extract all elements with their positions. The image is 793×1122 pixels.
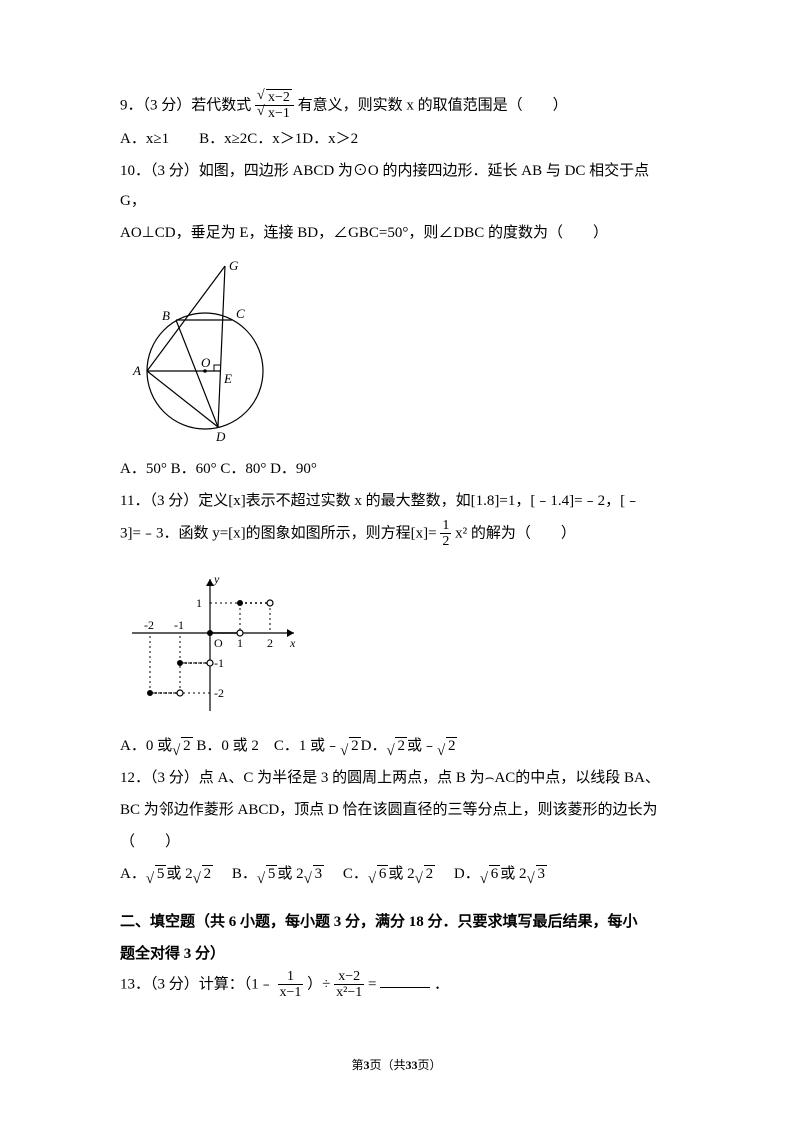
q12b-mid: 或 2	[277, 866, 303, 882]
q11-half: 1 2	[440, 518, 451, 550]
svg-text:E: E	[223, 371, 232, 386]
q13-f1-num: 1	[278, 969, 304, 985]
q11-optc-val: 2	[349, 737, 361, 754]
q11-line1: 11．（3 分）定义[x]表示不超过实数 x 的最大整数，如[1.8]=1，[﹣…	[120, 486, 673, 516]
q12b-pre: B．	[217, 866, 257, 882]
q9-frac-den: x−1	[266, 105, 292, 121]
q12a-v2: 2	[202, 865, 214, 882]
q10-line1: 10．（3 分）如图，四边形 ABCD 为⊙O 的内接四边形．延长 AB 与 D…	[120, 156, 673, 216]
svg-text:-1: -1	[174, 618, 184, 632]
q11-options: A．0 或2 B．0 或 2 C．1 或﹣2D．2或﹣2	[120, 731, 673, 761]
q13-f1-den: x−1	[278, 985, 304, 1000]
svg-text:G: G	[229, 258, 239, 273]
q13-f2: x−2 x²−1	[334, 969, 364, 1001]
section2-title: 二、填空题（共 6 小题，每小题 3 分，满分 18 分．只要求填写最后结果，每…	[120, 907, 673, 937]
footer-mid: 页（共	[369, 1058, 405, 1072]
q9-options: A．x≥1 B．x≥2C．x＞1D．x＞2	[120, 124, 673, 154]
q11-optd-v1: 2	[395, 737, 407, 754]
q12c-pre: C．	[328, 866, 368, 882]
svg-text:A: A	[132, 363, 141, 378]
q11-figure: yxO121-1-2-1-2	[120, 558, 673, 723]
q12d-mid: 或 2	[500, 866, 526, 882]
q13-f1: 1 x−1	[278, 969, 304, 1001]
q12d-pre: D．	[439, 866, 480, 882]
q12c-mid: 或 2	[388, 866, 414, 882]
q12a-mid: 或 2	[166, 866, 192, 882]
q11-optd-pre: D．	[361, 738, 387, 754]
q12a-v1: 5	[155, 865, 167, 882]
q12b-v2: 3	[313, 865, 325, 882]
q13-blank	[380, 974, 430, 988]
footer-pre: 第	[351, 1058, 363, 1072]
q13-f2-num: x−2	[334, 969, 364, 985]
q12-line3: （ ）	[120, 827, 673, 857]
q9-line1: 9．（3 分）若代数式 x−2 x−1 有意义，则实数 x 的取值范围是（ ）	[120, 90, 673, 122]
svg-text:1: 1	[237, 636, 243, 650]
q13-line: 13．（3 分）计算：（1﹣ 1 x−1 ）÷ x−2 x²−1 = ．	[120, 969, 673, 1001]
q11-optd-v2: 2	[446, 737, 458, 754]
q9-fraction: x−2 x−1	[255, 90, 294, 122]
q13-post: =	[368, 976, 376, 992]
q10-line2: AO⊥CD，垂足为 E，连接 BD，∠GBC=50°，则∠DBC 的度数为（ ）	[120, 218, 673, 248]
q11-l2-pre: 3]=﹣3．函数 y=[x]的图象如图所示，则方程[x]=	[120, 525, 437, 541]
q11-l2-post: x² 的解为（ ）	[455, 525, 576, 541]
q11-optd-mid: 或﹣	[407, 738, 437, 754]
q10-figure: G B C A OE D	[120, 256, 673, 446]
q13-mid: ）÷	[307, 976, 330, 992]
q12b-v1: 5	[266, 865, 278, 882]
q11-opta-pre: A．0 或	[120, 738, 172, 754]
q12d-v1: 6	[489, 865, 501, 882]
svg-text:O: O	[214, 636, 223, 650]
section2-l1: 二、填空题（共 6 小题，每小题 3 分，满分 18 分．只要求填写最后结果，每…	[120, 914, 638, 930]
q13-end: ．	[434, 976, 449, 992]
svg-text:1: 1	[196, 596, 202, 610]
page-footer: 第3页（共33页）	[0, 1053, 793, 1077]
svg-text:O: O	[201, 355, 211, 370]
q11-optb: B．0 或 2 C．1 或﹣	[193, 738, 341, 754]
section2-l2: 题全对得 3 分）	[120, 939, 673, 969]
svg-text:-2: -2	[214, 686, 224, 700]
q11-half-num: 1	[440, 518, 451, 534]
svg-text:2: 2	[267, 636, 273, 650]
q12-line2: BC 为邻边作菱形 ABCD，顶点 D 恰在该圆直径的三等分点上，则该菱形的边长…	[120, 795, 673, 825]
q13-pre: 13．（3 分）计算：（1﹣	[120, 976, 274, 992]
q9-prefix: 9．（3 分）若代数式	[120, 97, 251, 113]
svg-text:x: x	[289, 636, 296, 650]
svg-text:-2: -2	[144, 618, 154, 632]
q13-f2-den: x²−1	[334, 985, 364, 1000]
svg-text:D: D	[215, 429, 226, 444]
q12-options: A．5或 22 B．5或 23 C．6或 22 D．6或 23	[120, 859, 673, 889]
q12-line1: 12．（3 分）点 A、C 为半径是 3 的圆周上两点，点 B 为⌢AC的中点，…	[120, 763, 673, 793]
svg-text:y: y	[213, 572, 220, 586]
svg-text:B: B	[162, 308, 170, 323]
svg-text:C: C	[236, 306, 245, 321]
q11-half-den: 2	[440, 534, 451, 549]
q12a-pre: A．	[120, 866, 146, 882]
footer-total: 33	[406, 1058, 418, 1072]
svg-text:-1: -1	[214, 656, 224, 670]
q11-opta-val: 2	[181, 737, 193, 754]
q11-line2: 3]=﹣3．函数 y=[x]的图象如图所示，则方程[x]= 1 2 x² 的解为…	[120, 518, 673, 550]
q12d-v2: 3	[536, 865, 548, 882]
q12c-v1: 6	[377, 865, 389, 882]
q9-frac-num: x−2	[266, 89, 292, 105]
q9-suffix: 有意义，则实数 x 的取值范围是（ ）	[298, 97, 568, 113]
q12c-v2: 2	[424, 865, 436, 882]
footer-post: 页）	[418, 1058, 442, 1072]
q10-options: A．50° B．60° C．80° D．90°	[120, 454, 673, 484]
